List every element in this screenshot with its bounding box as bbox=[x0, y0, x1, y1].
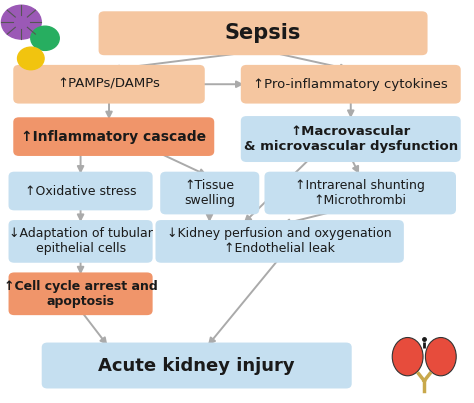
FancyBboxPatch shape bbox=[9, 272, 153, 315]
Ellipse shape bbox=[426, 338, 456, 376]
Ellipse shape bbox=[392, 338, 423, 376]
Text: ↑Intrarenal shunting
↑Microthrombi: ↑Intrarenal shunting ↑Microthrombi bbox=[295, 179, 425, 207]
FancyBboxPatch shape bbox=[13, 65, 205, 104]
FancyBboxPatch shape bbox=[9, 220, 153, 263]
Text: ↓Adaptation of tubular
epithelial cells: ↓Adaptation of tubular epithelial cells bbox=[9, 227, 153, 256]
FancyBboxPatch shape bbox=[9, 172, 153, 210]
FancyBboxPatch shape bbox=[264, 172, 456, 214]
Text: ↑Oxidative stress: ↑Oxidative stress bbox=[25, 185, 137, 197]
Text: ↑Pro-inflammatory cytokines: ↑Pro-inflammatory cytokines bbox=[254, 78, 448, 91]
Text: Acute kidney injury: Acute kidney injury bbox=[99, 357, 295, 374]
Circle shape bbox=[31, 26, 59, 50]
Text: ↑Cell cycle arrest and
apoptosis: ↑Cell cycle arrest and apoptosis bbox=[4, 280, 157, 308]
FancyBboxPatch shape bbox=[13, 117, 214, 156]
FancyBboxPatch shape bbox=[160, 172, 259, 214]
Text: ↑Inflammatory cascade: ↑Inflammatory cascade bbox=[21, 130, 206, 143]
FancyBboxPatch shape bbox=[42, 343, 352, 388]
Text: Sepsis: Sepsis bbox=[225, 23, 301, 43]
FancyBboxPatch shape bbox=[155, 220, 404, 263]
Text: ↑Macrovascular
& microvascular dysfunction: ↑Macrovascular & microvascular dysfuncti… bbox=[244, 125, 458, 153]
FancyBboxPatch shape bbox=[241, 65, 461, 104]
Circle shape bbox=[18, 47, 44, 70]
Circle shape bbox=[1, 5, 41, 39]
Text: ↑Tissue
swelling: ↑Tissue swelling bbox=[184, 179, 235, 207]
FancyBboxPatch shape bbox=[241, 116, 461, 162]
Text: ↓Kidney perfusion and oxygenation
↑Endothelial leak: ↓Kidney perfusion and oxygenation ↑Endot… bbox=[167, 227, 392, 256]
FancyBboxPatch shape bbox=[99, 11, 428, 55]
Text: ↑PAMPs/DAMPs: ↑PAMPs/DAMPs bbox=[57, 78, 161, 91]
